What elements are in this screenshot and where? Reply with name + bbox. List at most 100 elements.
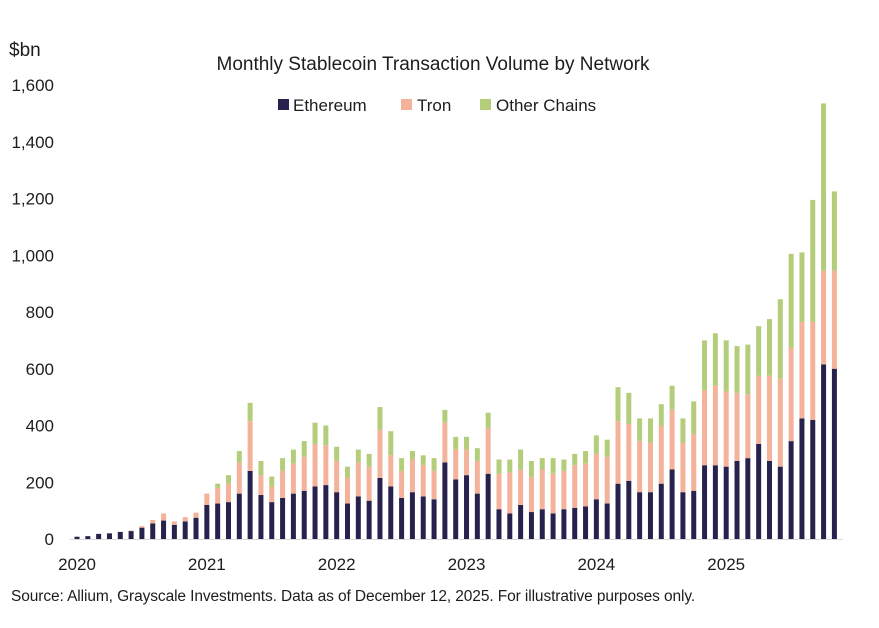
bar-segment-other-chains — [485, 412, 491, 429]
bar-segment-ethereum — [150, 523, 156, 539]
bar-segment-other-chains — [215, 483, 221, 488]
bar-segment-other-chains — [799, 252, 805, 322]
y-tick-label: 0 — [45, 530, 54, 549]
bar-stack — [756, 326, 762, 539]
bar-stack — [712, 333, 718, 539]
bar-stack — [345, 466, 350, 539]
bar-segment-tron — [453, 449, 459, 480]
bar-segment-ethereum — [258, 495, 264, 539]
bar-segment-other-chains — [258, 460, 264, 476]
y-axis-unit-label: $bn — [9, 40, 41, 61]
bar-stack — [626, 392, 632, 539]
bar-segment-tron — [139, 526, 145, 528]
bar-segment-other-chains — [550, 458, 556, 474]
bar-stack — [766, 319, 772, 539]
bar-segment-ethereum — [215, 503, 221, 539]
bar-stack — [366, 453, 372, 539]
bar-segment-other-chains — [355, 449, 361, 463]
bar-stack — [723, 340, 729, 539]
bar-segment-tron — [745, 394, 751, 459]
bar-stack — [734, 346, 740, 539]
bar-segment-ethereum — [301, 490, 307, 539]
bar-stack — [399, 458, 405, 539]
bar-segment-tron — [647, 442, 653, 493]
bar-segment-other-chains — [290, 449, 296, 464]
y-tick-label: 400 — [26, 417, 54, 436]
y-tick-label: 800 — [26, 303, 54, 322]
bar-stack — [821, 103, 827, 539]
x-axis: 2020 2021 2022 2023 2024 2025 — [58, 555, 745, 574]
bar-segment-ethereum — [702, 465, 708, 539]
legend-swatch-tron — [401, 99, 412, 110]
bar-segment-tron — [583, 463, 589, 507]
bar-stack — [647, 418, 653, 539]
bar-stack — [171, 521, 177, 539]
bar-segment-other-chains — [604, 439, 610, 457]
bar-segment-ethereum — [247, 470, 253, 539]
bar-segment-tron — [204, 493, 210, 505]
bar-segment-other-chains — [431, 458, 437, 471]
bar-segment-ethereum — [550, 513, 556, 539]
bar-segment-other-chains — [388, 431, 394, 456]
bar-segment-other-chains — [399, 458, 405, 471]
bar-segment-ethereum — [161, 520, 167, 539]
bar-segment-tron — [572, 465, 578, 508]
x-tick-label: 2023 — [448, 555, 486, 574]
bar-segment-other-chains — [658, 404, 664, 426]
bar-segment-ethereum — [615, 483, 621, 539]
bar-segment-ethereum — [225, 502, 231, 539]
bar-segment-tron — [258, 475, 264, 496]
bar-stack — [496, 459, 502, 539]
bar-segment-tron — [312, 443, 318, 487]
bar-stack — [550, 458, 556, 539]
bar-segment-ethereum — [128, 531, 134, 539]
bar-stack — [215, 483, 221, 539]
bar-segment-other-chains — [269, 476, 275, 487]
bar-segment-ethereum — [777, 466, 783, 539]
bar-segment-ethereum — [745, 458, 751, 539]
legend-label-ethereum: Ethereum — [293, 96, 367, 115]
bar-segment-tron — [680, 442, 686, 493]
bar-segment-tron — [518, 469, 524, 505]
y-tick-label: 1,400 — [11, 133, 54, 152]
bar-segment-ethereum — [518, 504, 524, 539]
bar-segment-tron — [702, 390, 708, 466]
bar-stack — [388, 431, 394, 539]
bar-stack — [106, 533, 112, 539]
bar-segment-other-chains — [518, 449, 524, 470]
bar-stack — [193, 512, 199, 539]
bar-segment-tron — [182, 517, 188, 522]
bar-segment-tron — [593, 453, 599, 500]
bar-segment-other-chains — [366, 453, 372, 467]
bar-segment-other-chains — [831, 191, 837, 271]
bar-segment-other-chains — [810, 199, 816, 322]
bar-stack — [161, 513, 167, 539]
bar-segment-other-chains — [334, 446, 340, 461]
bar-stack — [831, 191, 837, 539]
bar-segment-ethereum — [280, 497, 286, 539]
bar-segment-other-chains — [474, 448, 480, 461]
bar-segment-tron — [161, 513, 167, 521]
bar-stack — [474, 448, 480, 539]
bar-segment-other-chains — [528, 460, 534, 477]
bar-segment-tron — [561, 470, 567, 510]
bar-segment-other-chains — [777, 299, 783, 379]
bar-segment-ethereum — [290, 493, 296, 539]
bar-stack — [485, 412, 491, 539]
bar-segment-ethereum — [85, 536, 91, 539]
bar-stack — [334, 446, 340, 539]
bar-segment-tron — [215, 487, 221, 504]
bar-segment-tron — [388, 455, 394, 487]
bar-segment-ethereum — [193, 517, 199, 539]
bar-segment-tron — [193, 512, 199, 518]
bar-stack — [420, 455, 426, 539]
bar-segment-other-chains — [593, 435, 599, 454]
bar-stack — [702, 340, 708, 539]
bar-stack — [691, 401, 697, 539]
bar-stack — [225, 475, 231, 539]
bar-segment-ethereum — [528, 512, 534, 539]
bar-segment-ethereum — [334, 492, 340, 539]
bar-segment-tron — [528, 476, 534, 513]
bar-segment-ethereum — [74, 536, 80, 539]
bar-segment-tron — [442, 422, 448, 463]
